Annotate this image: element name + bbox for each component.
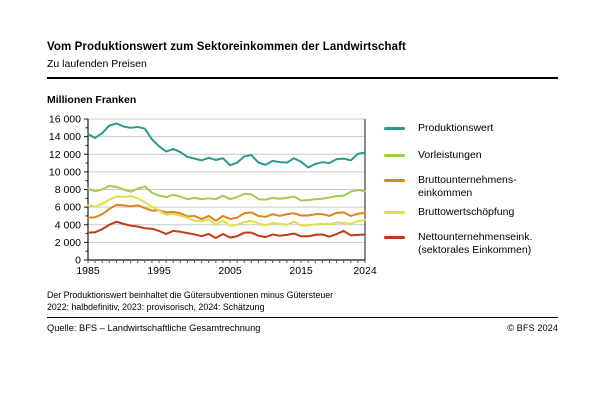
- svg-text:10 000: 10 000: [49, 166, 81, 178]
- svg-text:2015: 2015: [289, 265, 313, 277]
- series-line-nettounternehmenseink-sektorales-einkommen-: [87, 220, 366, 239]
- legend-label-line2: (sektorales Einkommen): [418, 243, 532, 256]
- svg-text:4 000: 4 000: [55, 219, 81, 231]
- legend-item-bruttounternehmenseinkommen: Bruttounternehmens- einkommen: [384, 174, 517, 199]
- legend-item-vorleistungen: Vorleistungen: [384, 149, 482, 162]
- footnote-line-1: Der Produktionswert beinhaltet die Güter…: [47, 290, 334, 300]
- legend-swatch: [384, 179, 405, 182]
- legend-label-line2: einkommen: [418, 186, 473, 199]
- svg-text:2005: 2005: [218, 265, 242, 277]
- svg-text:1985: 1985: [76, 265, 100, 277]
- svg-text:16 000: 16 000: [49, 114, 81, 126]
- series-line-vorleistungen: [87, 184, 366, 202]
- svg-text:1995: 1995: [147, 265, 171, 277]
- legend-item-bruttowertschoepfung: Bruttowertschöpfung: [384, 206, 514, 219]
- svg-text:2 000: 2 000: [55, 237, 81, 249]
- legend-swatch: [384, 154, 405, 157]
- legend-item-produktionswert: Produktionswert: [384, 122, 493, 135]
- svg-text:2024: 2024: [353, 265, 377, 277]
- legend-label: Bruttounternehmens-: [418, 174, 517, 186]
- footer-divider: [47, 317, 558, 318]
- y-axis-unit-label: Millionen Franken: [47, 94, 137, 106]
- legend-swatch: [384, 127, 405, 130]
- header-divider: [47, 77, 558, 79]
- legend-label: Produktionswert: [418, 122, 494, 134]
- legend-item-nettounternehmenseinkommen: Nettounternehmenseink. (sektorales Einko…: [384, 231, 532, 256]
- legend-swatch: [384, 211, 405, 214]
- series-line-bruttounternehmenseinkommen: [87, 203, 366, 222]
- legend-label: Bruttowertschöpfung: [418, 206, 515, 218]
- copyright-text: © BFS 2024: [507, 323, 558, 333]
- svg-text:14 000: 14 000: [49, 131, 81, 143]
- series-line-produktionswert: [87, 122, 366, 169]
- page-title: Vom Produktionswert zum Sektoreinkommen …: [47, 41, 406, 53]
- series-line-bruttowertsch-pfung: [87, 195, 366, 227]
- legend-label: Vorleistungen: [418, 149, 482, 161]
- legend-label: Nettounternehmenseink.: [418, 231, 533, 243]
- svg-text:0: 0: [75, 255, 81, 267]
- legend-swatch: [384, 236, 405, 239]
- svg-text:6 000: 6 000: [55, 202, 81, 214]
- source-text: Quelle: BFS – Landwirtschaftliche Gesamt…: [47, 323, 261, 333]
- page-subtitle: Zu laufenden Preisen: [47, 58, 147, 70]
- svg-text:12 000: 12 000: [49, 149, 81, 161]
- footnote-line-2: 2022: halbdefinitiv, 2023: provisorisch,…: [47, 302, 265, 312]
- svg-text:8 000: 8 000: [55, 184, 81, 196]
